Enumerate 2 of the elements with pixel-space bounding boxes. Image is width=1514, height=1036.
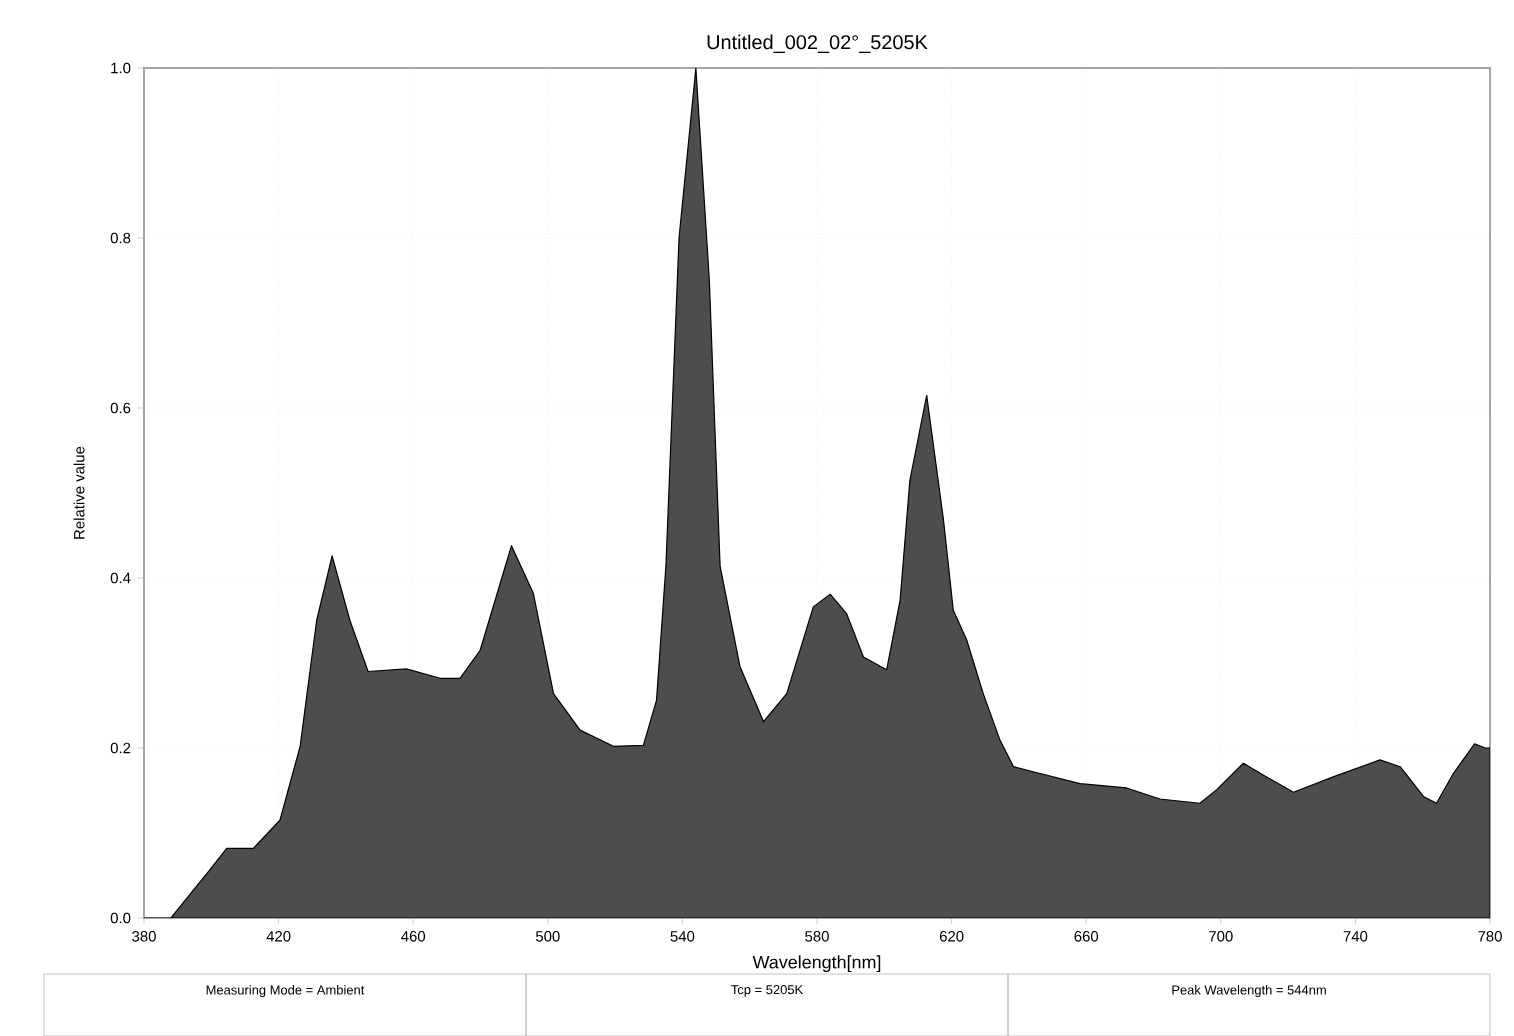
x-axis-title: Wavelength[nm] (752, 955, 881, 973)
chart-title: Untitled_002_02°_5205K (707, 34, 928, 53)
